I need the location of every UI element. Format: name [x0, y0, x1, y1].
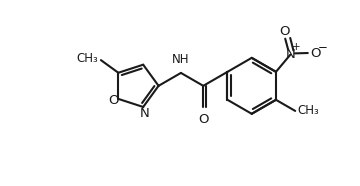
- Text: O: O: [310, 46, 321, 60]
- Text: CH₃: CH₃: [76, 52, 98, 65]
- Text: N: N: [140, 107, 149, 120]
- Text: O: O: [198, 113, 208, 126]
- Text: O: O: [108, 94, 119, 107]
- Text: O: O: [279, 25, 290, 38]
- Text: N: N: [285, 48, 295, 61]
- Text: NH: NH: [172, 53, 190, 66]
- Text: +: +: [292, 42, 301, 52]
- Text: CH₃: CH₃: [297, 104, 319, 117]
- Text: −: −: [318, 41, 328, 54]
